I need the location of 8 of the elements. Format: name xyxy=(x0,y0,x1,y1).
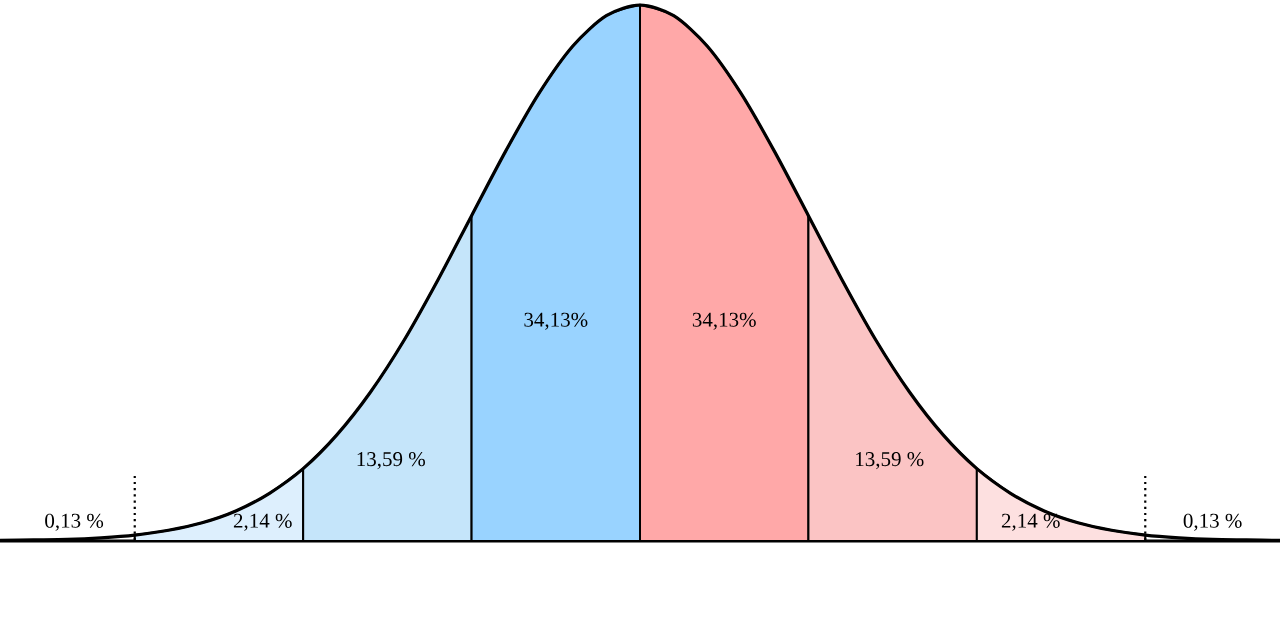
annotation: 13,59 % xyxy=(856,452,924,470)
annotation: 2,14 % xyxy=(233,513,292,531)
annotation: 2,14 % xyxy=(1001,513,1060,531)
annotation: 13,59 % xyxy=(357,452,425,470)
annotation: 0,13 % xyxy=(45,513,104,531)
annotation: 0,13 % xyxy=(1183,513,1242,531)
annotation: 34,13% xyxy=(692,312,756,330)
annotation: 34,13% xyxy=(524,312,588,330)
